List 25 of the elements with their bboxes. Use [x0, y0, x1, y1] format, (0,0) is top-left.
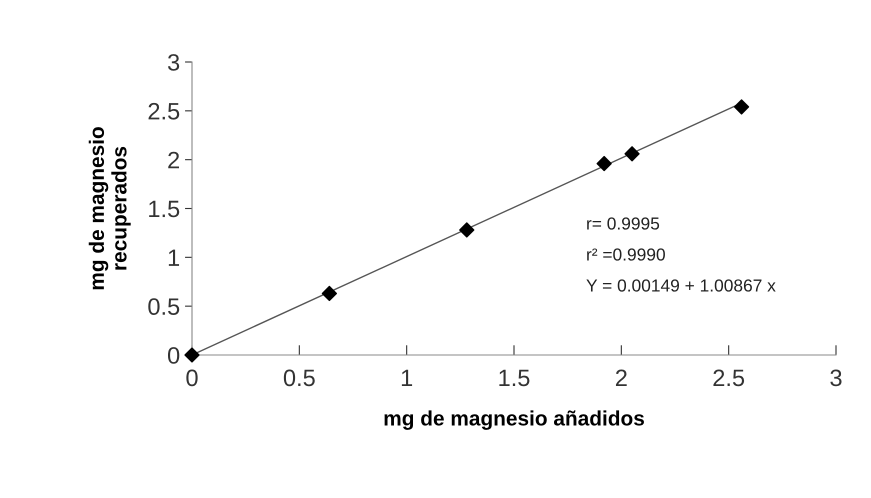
- point: [624, 146, 640, 162]
- x-tick-label: 2: [616, 370, 627, 386]
- y-axis-title: mg de magnesio recuperados: [88, 127, 131, 290]
- annotation: r= 0.9995: [587, 217, 660, 230]
- y-tick-label: 0.5: [148, 298, 180, 315]
- point: [734, 99, 750, 115]
- x-tick-label: 3: [830, 370, 842, 386]
- x-axis-title: mg de magnesio añadidos: [384, 410, 644, 430]
- x-tick-label: 1.5: [499, 370, 530, 386]
- y-tick-label: 1: [168, 250, 180, 266]
- x-tick-label: 0: [186, 370, 198, 386]
- point: [459, 222, 474, 238]
- point: [322, 286, 338, 302]
- annotation: Y = 0.00149 + 1.00867 x: [586, 279, 776, 292]
- y-tick-label: 2: [168, 152, 180, 168]
- x-tick-label: 2.5: [713, 370, 744, 386]
- point: [596, 156, 612, 172]
- y-tick-label: 1.5: [149, 200, 180, 218]
- x-tick-label: 1: [402, 370, 412, 386]
- point: [184, 347, 200, 363]
- y-tick-label: 3: [168, 54, 180, 71]
- annotation: r² =0.9990: [587, 248, 665, 261]
- x-tick-label: 0.5: [284, 370, 315, 386]
- y-tick-label: 2.5: [148, 102, 180, 120]
- y-tick-label: 0: [168, 347, 180, 364]
